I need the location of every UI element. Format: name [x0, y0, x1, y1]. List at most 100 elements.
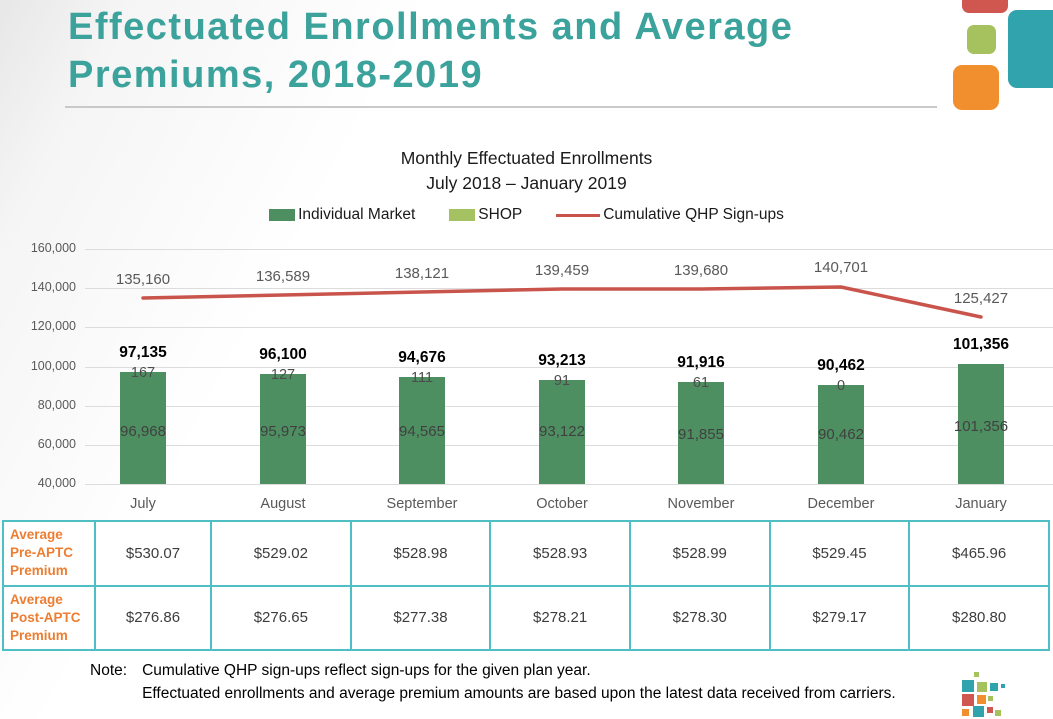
legend-item-cumulative: Cumulative QHP Sign-ups: [556, 206, 784, 224]
individual-market-swatch-icon: [269, 209, 296, 221]
individual-label-november: 91,855: [678, 426, 724, 443]
line-label-december: 140,701: [813, 259, 869, 276]
gridline-100000: [85, 367, 1053, 368]
note-line2: Effectuated enrollments and average prem…: [142, 685, 896, 703]
note-line1: Cumulative QHP sign-ups reflect sign-ups…: [142, 662, 591, 679]
line-label-november: 139,680: [673, 262, 729, 279]
xtick-october: October: [536, 496, 588, 512]
chart-title: Monthly Effectuated Enrollments July 201…: [0, 146, 1053, 197]
xtick-november: November: [667, 496, 735, 512]
total-label-august: 96,100: [259, 346, 307, 363]
ytick-100000: 100,000: [30, 359, 76, 373]
pre-aptc-august: $529.02: [210, 520, 352, 587]
individual-label-august: 95,973: [260, 423, 306, 440]
line-label-august: 136,589: [255, 268, 311, 285]
gridline-40000: [85, 484, 1053, 485]
xtick-december: December: [807, 496, 875, 512]
bar-december: [818, 385, 864, 484]
gridline-120000: [85, 327, 1053, 328]
pre-aptc-september: $528.98: [349, 520, 492, 587]
individual-label-december: 90,462: [818, 426, 864, 443]
line-label-october: 139,459: [534, 262, 590, 279]
total-label-july: 97,135: [119, 344, 167, 361]
post-aptc-august: $276.65: [210, 584, 352, 652]
chart-title-line2: July 2018 – January 2019: [426, 173, 627, 194]
xtick-august: August: [260, 496, 306, 512]
chart-title-line1: Monthly Effectuated Enrollments: [400, 148, 653, 168]
ytick-80000: 80,000: [37, 398, 76, 412]
title-divider: [65, 106, 937, 108]
legend-item-shop: SHOP: [449, 206, 522, 224]
xtick-july: July: [130, 496, 156, 512]
bar-october: [539, 380, 585, 484]
post-aptc-september: $277.38: [349, 584, 492, 652]
legend-label-shop: SHOP: [478, 206, 523, 223]
row-header-pre-aptc: Average Pre-APTC Premium: [2, 520, 96, 587]
decor-teal-shape: [1008, 10, 1053, 88]
shop-swatch-icon: [449, 209, 476, 221]
note-label: Note:: [90, 662, 128, 679]
slide-title-line1: Effectuated Enrollments and Average: [68, 6, 794, 48]
cumulative-line-swatch-icon: [556, 213, 601, 217]
post-aptc-january: $280.80: [908, 584, 1050, 652]
bar-september: [399, 377, 445, 484]
shop-label-september: 111: [410, 370, 434, 386]
note: Note: Cumulative QHP sign-ups reflect si…: [90, 659, 896, 706]
individual-label-september: 94,565: [399, 423, 445, 440]
bar-july: [120, 372, 166, 484]
xtick-january: January: [955, 496, 1007, 512]
line-label-january: 125,427: [953, 290, 1009, 307]
bar-august: [260, 374, 306, 484]
mosaic-logo-icon: [955, 668, 1053, 719]
decor-red-shape: [962, 0, 1008, 13]
decor-green-shape: [967, 25, 996, 54]
post-aptc-october: $278.21: [489, 584, 631, 652]
individual-label-october: 93,122: [539, 423, 585, 440]
legend-label-cumulative: Cumulative QHP Sign-ups: [603, 206, 784, 223]
bar-january: [958, 364, 1004, 484]
chart-legend: Individual Market SHOP Cumulative QHP Si…: [0, 206, 1053, 224]
slide-title-line2: Premiums, 2018-2019: [68, 53, 484, 96]
pre-aptc-july: $530.07: [94, 520, 212, 587]
line-label-september: 138,121: [394, 265, 450, 282]
individual-label-july: 96,968: [120, 423, 166, 440]
premium-table: Average Pre-APTC Premium $530.07 $529.02…: [2, 520, 1050, 652]
ytick-140000: 140,000: [30, 280, 76, 294]
table-row-pre-aptc: Average Pre-APTC Premium $530.07 $529.02…: [2, 520, 1050, 587]
post-aptc-july: $276.86: [94, 584, 212, 652]
total-label-october: 93,213: [538, 352, 586, 369]
ytick-160000: 160,000: [30, 241, 76, 255]
ytick-60000: 60,000: [37, 437, 76, 451]
ytick-40000: 40,000: [37, 476, 76, 490]
total-label-november: 91,916: [677, 354, 725, 371]
individual-label-january: 101,356: [953, 418, 1009, 435]
shop-label-october: 91: [553, 373, 571, 389]
pre-aptc-october: $528.93: [489, 520, 631, 587]
pre-aptc-january: $465.96: [908, 520, 1050, 587]
legend-item-individual-market: Individual Market: [269, 206, 415, 224]
decor-orange-shape: [953, 65, 999, 110]
ytick-120000: 120,000: [30, 319, 76, 333]
table-row-post-aptc: Average Post-APTC Premium $276.86 $276.6…: [2, 584, 1050, 652]
total-label-january: 101,356: [952, 336, 1010, 353]
shop-label-november: 61: [692, 375, 710, 391]
gridline-140000: [85, 288, 1053, 289]
total-label-september: 94,676: [398, 349, 446, 366]
shop-label-july: 167: [130, 365, 156, 381]
gridline-160000: [85, 249, 1053, 250]
bar-november: [678, 382, 724, 484]
pre-aptc-november: $528.99: [628, 520, 771, 587]
total-label-december: 90,462: [817, 357, 865, 374]
post-aptc-november: $278.30: [628, 584, 771, 652]
post-aptc-december: $279.17: [768, 584, 911, 652]
pre-aptc-december: $529.45: [768, 520, 911, 587]
shop-label-december: 0: [836, 378, 846, 394]
slide-title: Effectuated Enrollments and Average Prem…: [68, 4, 948, 100]
row-header-post-aptc: Average Post-APTC Premium: [2, 584, 96, 652]
legend-label-individual-market: Individual Market: [298, 206, 416, 223]
line-label-july: 135,160: [115, 271, 171, 288]
note-text: Cumulative QHP sign-ups reflect sign-ups…: [142, 659, 896, 706]
xtick-september: September: [386, 496, 458, 512]
